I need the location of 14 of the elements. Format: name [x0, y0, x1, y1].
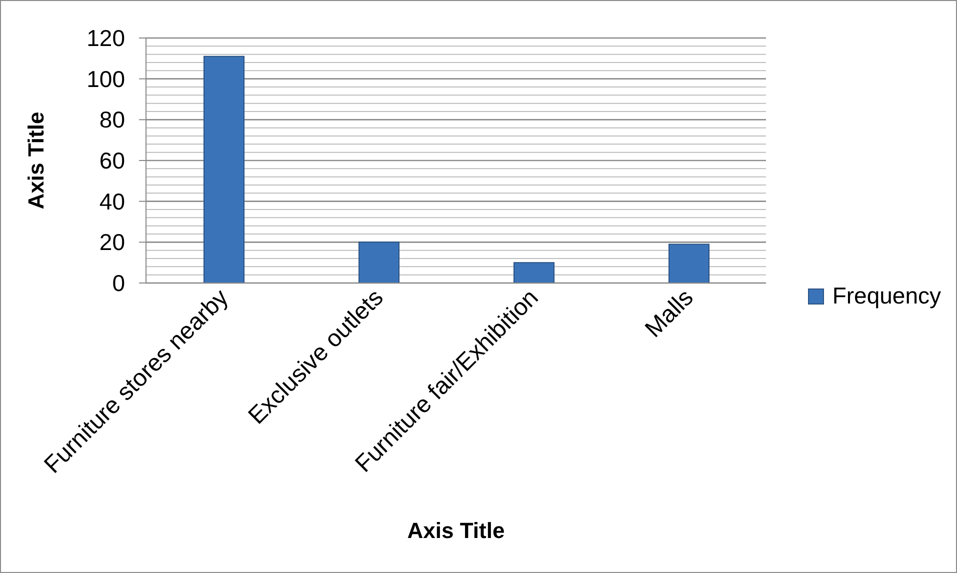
- bar: [514, 262, 554, 283]
- y-tick-label: 100: [86, 66, 125, 92]
- y-tick-label: 120: [86, 25, 125, 52]
- x-axis-title: Axis Title: [407, 518, 505, 543]
- legend-label: Frequency: [832, 282, 941, 310]
- y-tick-label: 60: [99, 148, 125, 174]
- y-tick-label: 80: [99, 106, 125, 133]
- bar: [358, 242, 400, 283]
- y-tick-label: 20: [99, 229, 125, 256]
- y-tick-label: 40: [99, 188, 125, 214]
- bar: [668, 244, 710, 283]
- bar: [204, 56, 244, 283]
- y-tick-label: 0: [112, 270, 125, 296]
- y-axis-title: Axis Title: [24, 112, 49, 210]
